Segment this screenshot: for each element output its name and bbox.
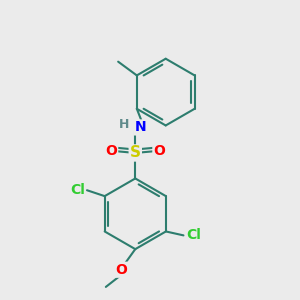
Text: Cl: Cl <box>186 228 201 242</box>
Text: O: O <box>153 144 165 158</box>
Text: Cl: Cl <box>70 183 85 197</box>
Text: O: O <box>105 144 117 158</box>
Text: S: S <box>130 146 141 160</box>
Text: H: H <box>119 118 130 131</box>
Text: O: O <box>116 263 128 277</box>
Text: N: N <box>134 120 146 134</box>
